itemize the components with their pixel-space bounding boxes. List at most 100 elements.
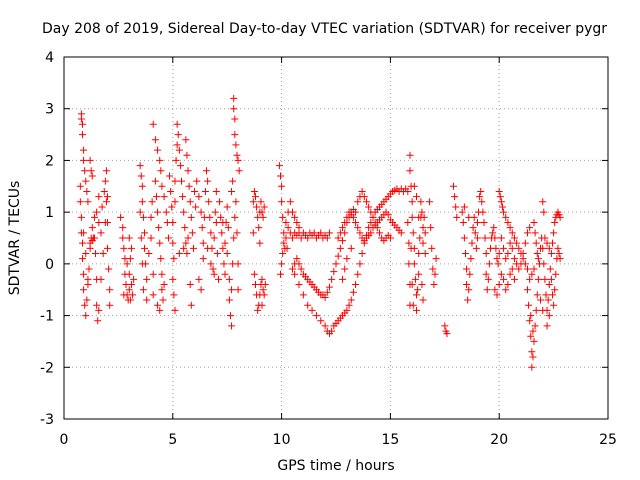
data-point	[473, 234, 481, 242]
axis-tick-labels: 0 5 10 15 20 25 -3 -2 -1 0 1 2 3 4	[40, 50, 617, 448]
data-point	[183, 151, 191, 159]
data-point	[343, 255, 351, 263]
data-point	[354, 270, 362, 278]
data-point	[497, 234, 505, 242]
data-point	[530, 218, 538, 226]
data-point	[513, 239, 521, 247]
data-point	[506, 270, 514, 278]
data-point	[523, 286, 531, 294]
data-point	[172, 156, 180, 164]
data-point	[476, 193, 484, 201]
data-point	[288, 234, 296, 242]
data-point	[231, 131, 239, 139]
data-point	[484, 275, 492, 283]
data-point	[500, 275, 508, 283]
data-point	[407, 244, 415, 252]
data-point	[155, 224, 163, 232]
data-point	[556, 213, 564, 221]
data-point	[336, 244, 344, 252]
data-point	[78, 255, 86, 263]
data-point	[545, 244, 553, 252]
data-point	[295, 224, 303, 232]
data-point	[80, 156, 88, 164]
data-point	[187, 213, 195, 221]
data-point	[175, 250, 183, 258]
data-point	[156, 239, 164, 247]
data-point	[201, 187, 209, 195]
data-point	[491, 234, 499, 242]
data-point	[397, 229, 405, 237]
data-point	[288, 265, 296, 273]
data-point	[295, 281, 303, 289]
data-point	[356, 260, 364, 268]
data-point	[467, 255, 475, 263]
data-point	[228, 286, 236, 294]
data-point	[349, 288, 357, 296]
data-point	[530, 265, 538, 273]
data-point	[510, 275, 518, 283]
data-point	[367, 229, 375, 237]
data-point	[352, 208, 360, 216]
data-point	[406, 151, 414, 159]
data-point	[426, 198, 434, 206]
data-point	[250, 187, 258, 195]
data-point	[192, 203, 200, 211]
data-point	[168, 203, 176, 211]
data-point	[328, 327, 336, 335]
data-point	[321, 322, 329, 330]
data-point	[169, 239, 177, 247]
data-point	[175, 146, 183, 154]
data-point	[347, 244, 355, 252]
data-point	[77, 115, 85, 123]
y-tick-label: -1	[40, 309, 54, 325]
data-point	[149, 291, 157, 299]
data-point	[280, 229, 288, 237]
data-point	[85, 265, 93, 273]
data-point	[138, 198, 146, 206]
data-point	[530, 337, 538, 345]
data-point	[259, 286, 267, 294]
data-point	[533, 250, 541, 258]
data-point	[231, 213, 239, 221]
data-point	[233, 151, 241, 159]
data-point	[469, 224, 477, 232]
data-point	[93, 208, 101, 216]
data-point	[358, 250, 366, 258]
data-point	[376, 229, 384, 237]
data-point	[415, 270, 423, 278]
data-point	[293, 255, 301, 263]
data-point	[555, 250, 563, 258]
data-point	[95, 218, 103, 226]
data-point	[308, 306, 316, 314]
data-point	[257, 198, 265, 206]
data-point	[154, 146, 162, 154]
data-point	[179, 193, 187, 201]
data-point	[539, 244, 547, 252]
data-point	[188, 229, 196, 237]
data-point	[206, 213, 214, 221]
data-point	[334, 252, 342, 260]
data-point	[148, 198, 156, 206]
data-point	[130, 275, 138, 283]
data-point	[100, 187, 108, 195]
data-point	[541, 275, 549, 283]
data-point	[464, 296, 472, 304]
data-point	[97, 229, 105, 237]
data-point	[481, 234, 489, 242]
data-point	[171, 198, 179, 206]
data-point	[80, 146, 88, 154]
data-point	[432, 255, 440, 263]
data-point	[214, 275, 222, 283]
data-point	[419, 239, 427, 247]
data-point	[84, 198, 92, 206]
data-point	[550, 301, 558, 309]
data-point	[497, 198, 505, 206]
data-point	[137, 172, 145, 180]
data-point	[547, 250, 555, 258]
data-point	[508, 229, 516, 237]
data-point	[463, 281, 471, 289]
chart-title: Day 208 of 2019, Sidereal Day-to-day VTE…	[42, 21, 607, 37]
data-point	[526, 275, 534, 283]
data-point	[544, 296, 552, 304]
data-point	[180, 244, 188, 252]
